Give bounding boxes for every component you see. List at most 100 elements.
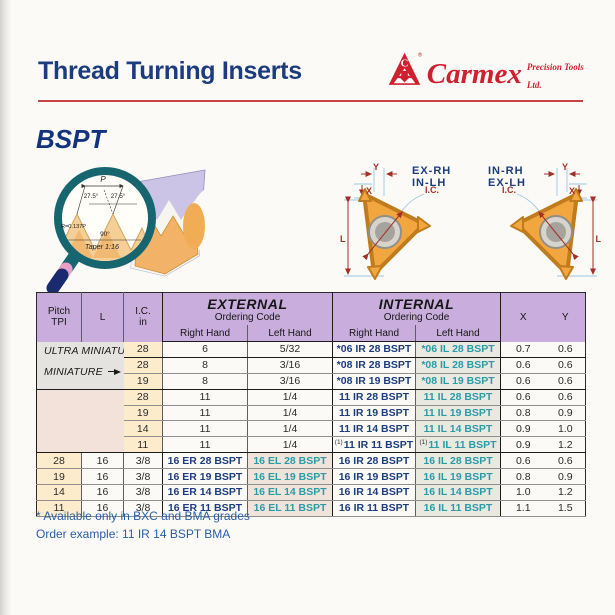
dim-x-left: X [366, 186, 372, 196]
insert-right-label-1: IN-RH [488, 165, 524, 177]
cell-internal-lh: *06 IL 28 BSPT [414, 341, 501, 358]
cell-l: 11 [162, 389, 248, 406]
insert-diagrams: EX-RH IN-LH IN-RH EX-LH Y X L I.C. Y X L… [340, 162, 602, 292]
table-row: 14 16 3/8 16 ER 14 BSPT 16 EL 14 BSPT 16 IR 1… [36, 484, 586, 501]
cell-y: 0.6 [545, 373, 586, 390]
cell-x: 0.6 [500, 389, 546, 406]
cell-ic: 3/8 [123, 468, 163, 486]
col-header-pitch: Pitch TPI [36, 292, 82, 342]
cell-x: 0.8 [500, 468, 546, 486]
cell-l: 11 [162, 420, 248, 438]
table-row: 11 11 1/4 (1)11 IR 11 BSPT (1)11 IL 11 BSPT 0… [37, 436, 586, 454]
cell-y: 0.9 [545, 405, 586, 422]
footnotes: * Available only in BXC and BMA grades O… [36, 507, 250, 543]
cell-internal-rh: 11 IR 28 BSPT [332, 389, 416, 406]
cell-pitch: 14 [36, 484, 82, 501]
cell-ic: 1/4 [247, 389, 333, 406]
cell-l: 8 [162, 373, 248, 390]
dim-ic-right: I.C. [502, 185, 516, 195]
col-header-x: X [500, 292, 546, 342]
cell-x: 0.6 [500, 357, 546, 374]
cell-pitch: 19 [123, 405, 163, 422]
cell-l: 11 [162, 405, 248, 422]
page-title: Thread Turning Inserts [38, 57, 302, 85]
cell-ic: 3/8 [123, 452, 163, 470]
logo-tagline: Precision Tools Ltd. [526, 62, 584, 90]
table-body: ULTRA MINIATUREMINIATURE2865/32*06 IR 28… [36, 341, 586, 517]
external-empty-cell [36, 389, 124, 454]
carmex-logo: C ® Carmex Precision Tools Ltd. [388, 46, 588, 98]
footnote-order-example: Order example: 11 IR 14 BSPT BMA [36, 527, 231, 541]
cell-internal-lh: (1)11 IL 11 BSPT [414, 436, 501, 454]
logo-brand: Carmex [426, 58, 522, 90]
cell-y: 1.2 [545, 484, 586, 501]
cell-pitch: 19 [36, 468, 82, 486]
cell-internal-rh: 16 IR 19 BSPT [332, 468, 416, 486]
miniature-band: MINIATURE [44, 365, 121, 379]
thread-profile-diagram: P 27.5° 27.5° R=0.137P 90° Taper 1:16 [46, 167, 235, 295]
table-row: 19 16 3/8 16 ER 19 BSPT 16 EL 19 BSPT 16 IR 1… [36, 468, 586, 486]
cell-ic: 3/16 [247, 357, 333, 374]
dim-l-left: L [340, 234, 346, 244]
col-header-l: L [81, 292, 124, 342]
cell-y: 1.5 [545, 500, 586, 517]
cell-internal-lh: 11 IL 19 BSPT [414, 405, 501, 422]
cell-pitch: 19 [123, 373, 163, 390]
cell-external-lh: 16 EL 19 BSPT [247, 468, 333, 486]
table-row: 11 16 3/8 16 ER 11 BSPT 16 EL 11 BSPT 16 IR 1… [36, 500, 586, 517]
miniature-band-label: ULTRA MINIATURE [44, 344, 124, 357]
profile-p-label: P [100, 175, 106, 184]
insert-right-label-2: EX-LH [488, 177, 526, 189]
cell-pitch: 28 [123, 389, 163, 406]
cell-internal-rh: *06 IR 28 BSPT [332, 341, 416, 358]
cell-l: 16 [81, 500, 124, 517]
table-row: 19 8 3/16 *08 IR 19 BSPT *08 IL 19 BSPT 0.6 0.… [37, 373, 586, 390]
cell-internal-rh: *08 IR 28 BSPT [332, 357, 416, 374]
cell-x: 0.6 [500, 373, 546, 390]
cell-internal-rh: 11 IR 19 BSPT [332, 405, 416, 422]
cell-internal-lh: *08 IL 19 BSPT [414, 373, 501, 390]
cell-internal-lh: 11 IL 14 BSPT [414, 420, 501, 438]
cell-y: 0.6 [545, 389, 586, 406]
cell-x: 0.8 [500, 405, 546, 422]
cell-internal-rh: 16 IR 14 BSPT [332, 484, 416, 501]
cell-internal-rh: 11 IR 14 BSPT [332, 420, 416, 438]
col-header-external: EXTERNAL Ordering Code [162, 292, 333, 325]
cell-external-rh: 16 ER 19 BSPT [162, 468, 248, 486]
cell-y: 1.0 [545, 420, 586, 438]
dim-y-left: Y [373, 162, 379, 172]
dim-y-right: Y [562, 162, 568, 172]
col-header-ic: I.C. in [123, 292, 163, 342]
profile-taper-label: Taper 1:16 [85, 242, 119, 251]
cell-y: 0.9 [545, 468, 586, 486]
header-divider [38, 100, 583, 102]
dim-ic-left: I.C. [425, 185, 439, 195]
cell-x: 0.9 [500, 436, 546, 454]
cell-internal-lh: 16 IL 14 BSPT [414, 484, 501, 501]
ordering-table: Pitch TPI L I.C. in EXTERNAL Ordering Code… [36, 292, 587, 517]
thread-profile-detail [62, 183, 148, 261]
col-header-external-rh: Right Hand [162, 325, 248, 342]
profile-angle-right: 27.5° [111, 193, 126, 200]
scan-edge-shadow [0, 0, 12, 615]
svg-text:C: C [401, 58, 409, 70]
profile-angle-left: 27.5° [84, 193, 99, 200]
cell-external-lh: 16 EL 28 BSPT [247, 452, 333, 470]
table-row: 28 11 1/4 11 IR 28 BSPT 11 IL 28 BSPT 0.6 0.6 [36, 389, 586, 454]
arrow-right-icon [113, 368, 121, 375]
cell-ic: 3/8 [123, 484, 163, 501]
cell-ic: 1/4 [247, 405, 333, 422]
cell-l: 8 [162, 357, 248, 374]
col-header-internal: INTERNAL Ordering Code [331, 292, 501, 325]
profile-radius-label: R=0.137P [61, 224, 86, 230]
cell-x: 1.0 [500, 484, 546, 501]
cell-y: 0.6 [545, 341, 586, 358]
logo-triangle-icon: C ® [388, 52, 423, 85]
cell-internal-lh: 16 IL 28 BSPT [414, 452, 501, 470]
miniature-band-label: MINIATURE [44, 365, 103, 378]
cell-internal-lh: 16 IL 11 BSPT [414, 500, 501, 517]
cell-external-rh: 16 ER 28 BSPT [162, 452, 248, 470]
cell-pitch: 28 [123, 357, 163, 374]
cell-internal-rh: *08 IR 19 BSPT [332, 373, 416, 390]
cell-pitch: 11 [36, 500, 82, 517]
